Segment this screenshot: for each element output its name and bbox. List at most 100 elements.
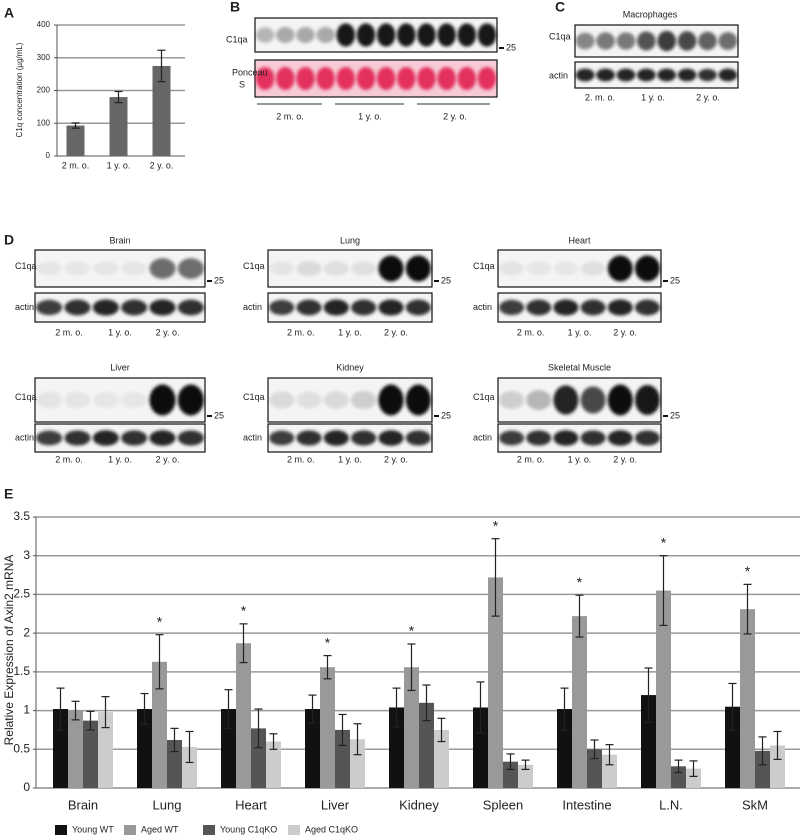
blot-band (269, 430, 295, 446)
bar (350, 739, 365, 788)
bar (266, 741, 281, 788)
y-tick-label: 300 (37, 53, 51, 62)
annotation: * (241, 603, 247, 619)
group-label: 1 y. o. (641, 92, 665, 102)
blot-band (269, 261, 295, 276)
blot-band (553, 430, 579, 446)
blot-band (323, 391, 349, 409)
blot-band (634, 255, 660, 282)
row-label: C1qa (549, 31, 571, 41)
blot-band (177, 384, 204, 416)
group-label: 2 y. o. (156, 454, 180, 464)
blot-band (275, 27, 295, 43)
bar (68, 710, 83, 788)
group-label: 2 y. o. (156, 327, 180, 337)
group-label: 1 y. o. (108, 327, 132, 337)
blot-band (323, 261, 349, 276)
row-label: C1qa (15, 392, 37, 402)
group-label: 2 y. o. (696, 92, 720, 102)
x-tick-label: Intestine (562, 797, 611, 812)
blot-background (497, 292, 662, 323)
blot-band (526, 430, 552, 446)
blot-band (316, 27, 335, 43)
legend-swatch (55, 825, 67, 835)
bar (755, 750, 770, 788)
row-label: actin (243, 302, 262, 312)
bar (251, 728, 266, 788)
blot-band (677, 31, 697, 51)
blot-band (36, 261, 63, 276)
blot-band (351, 261, 377, 276)
blot-band (121, 430, 148, 446)
y-tick-label: 2.5 (13, 587, 30, 601)
blot-background (497, 423, 662, 453)
blot-band (149, 258, 176, 279)
blot-background (267, 423, 433, 453)
x-tick-label: 2 m. o. (62, 160, 90, 170)
blot-band (177, 430, 204, 446)
blot-band (351, 299, 377, 316)
blot-band (378, 299, 404, 316)
row-label: C1qa (226, 34, 248, 44)
blot-band (607, 255, 633, 282)
x-tick-label: Lung (153, 797, 182, 812)
blot-band (296, 430, 322, 446)
group-label: 2 y. o. (613, 327, 637, 337)
bar (419, 702, 434, 788)
blot-band (417, 67, 436, 90)
blot-band (499, 390, 525, 410)
group-label: 2. m. o. (585, 92, 615, 102)
blot-band (596, 68, 615, 82)
blot-title: Lung (340, 235, 360, 245)
blot-band (405, 255, 431, 282)
blot-band (575, 32, 595, 50)
bar (503, 761, 518, 788)
annotation: * (157, 613, 163, 629)
row-label: C1qa (243, 261, 265, 271)
annotation: * (325, 634, 331, 650)
blot-band (316, 67, 335, 90)
blot-background (267, 377, 433, 423)
blot-band (477, 23, 497, 47)
blot-band (526, 261, 552, 276)
group-label: 2 m. o. (517, 454, 545, 464)
row-label: C1qa (473, 392, 495, 402)
y-tick-label: 0 (23, 780, 30, 794)
blot-band (64, 430, 91, 446)
blot-band (437, 23, 456, 47)
size-marker-label: 25 (214, 410, 224, 420)
blot-band (296, 67, 315, 90)
blot-band (698, 68, 717, 82)
panel-letter: D (4, 232, 14, 248)
size-marker-label: 25 (214, 275, 224, 285)
blot-band (580, 430, 606, 446)
blot-band (553, 261, 579, 276)
legend-swatch (288, 825, 300, 835)
bar (137, 709, 152, 788)
group-label: 2 y. o. (613, 454, 637, 464)
blot-band (636, 31, 656, 51)
blot-band (526, 299, 552, 316)
y-tick-label: 100 (37, 118, 51, 127)
blot-band (526, 390, 552, 410)
group-label: 1 y. o. (568, 454, 592, 464)
blot-band (616, 32, 636, 50)
blot-band (269, 391, 295, 409)
blot-band (437, 67, 456, 90)
blot-band (718, 68, 738, 82)
legend-label: Aged C1qKO (305, 824, 358, 834)
blot-band (457, 67, 477, 90)
bar (602, 754, 617, 788)
blot-band (296, 27, 315, 43)
x-tick-label: SkM (742, 797, 768, 812)
blot-title: Heart (568, 235, 591, 245)
blot-band (92, 391, 119, 409)
blot-band (634, 430, 660, 446)
blot-band (376, 23, 396, 47)
blot-band (457, 23, 477, 47)
bar (182, 746, 197, 788)
row-label: actin (243, 432, 262, 442)
blot-band (657, 68, 677, 82)
blot-band (275, 67, 295, 90)
blot-band (177, 258, 204, 279)
